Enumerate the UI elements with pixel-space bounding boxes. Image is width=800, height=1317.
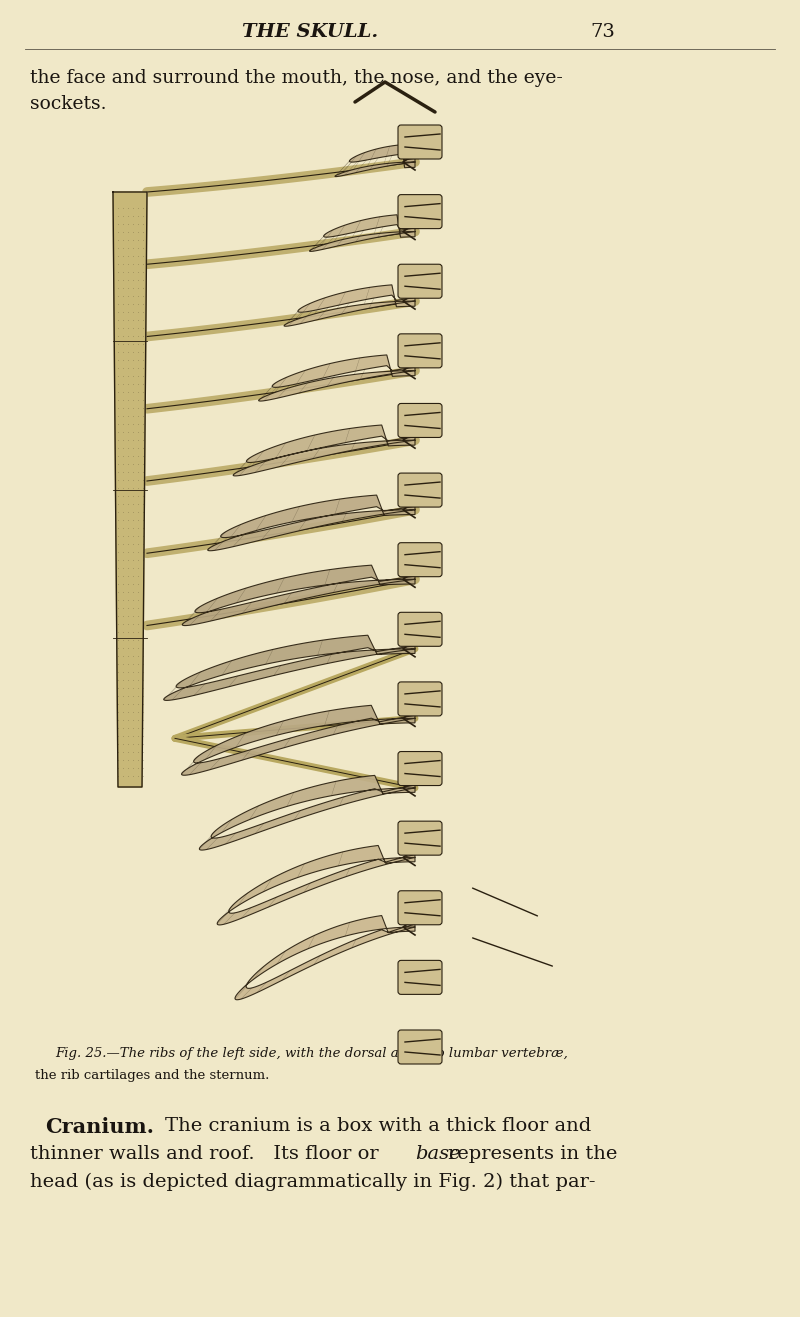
FancyBboxPatch shape [398,960,442,994]
Text: 73: 73 [590,22,615,41]
Polygon shape [199,776,415,849]
Polygon shape [182,706,415,776]
Text: the rib cartilages and the sternum.: the rib cartilages and the sternum. [35,1069,270,1083]
FancyBboxPatch shape [398,1030,442,1064]
Polygon shape [113,192,147,788]
FancyBboxPatch shape [398,333,442,367]
FancyBboxPatch shape [398,473,442,507]
Polygon shape [258,354,415,402]
FancyBboxPatch shape [398,612,442,647]
FancyBboxPatch shape [398,890,442,925]
Polygon shape [164,635,415,701]
FancyBboxPatch shape [398,543,442,577]
Text: Cranium.: Cranium. [45,1117,154,1137]
Text: sockets.: sockets. [30,95,106,113]
Polygon shape [234,425,415,475]
Polygon shape [218,846,415,925]
Text: base: base [415,1144,461,1163]
FancyBboxPatch shape [398,125,442,159]
FancyBboxPatch shape [398,403,442,437]
Text: head (as is depicted diagrammatically in Fig. 2) that par-: head (as is depicted diagrammatically in… [30,1173,595,1192]
FancyBboxPatch shape [398,682,442,716]
Text: represents in the: represents in the [448,1144,618,1163]
Text: The cranium is a box with a thick floor and: The cranium is a box with a thick floor … [165,1117,591,1135]
Polygon shape [235,915,415,1000]
Polygon shape [310,215,415,252]
FancyBboxPatch shape [398,265,442,298]
Polygon shape [208,495,415,551]
Polygon shape [335,145,415,176]
Text: the face and surround the mouth, the nose, and the eye-: the face and surround the mouth, the nos… [30,68,563,87]
FancyBboxPatch shape [398,822,442,855]
FancyBboxPatch shape [398,752,442,785]
Text: thinner walls and roof.   Its floor or: thinner walls and roof. Its floor or [30,1144,385,1163]
Polygon shape [284,284,415,327]
Text: Fig. 25.—The ribs of the left side, with the dorsal and two lumbar vertebræ,: Fig. 25.—The ribs of the left side, with… [55,1047,568,1060]
FancyBboxPatch shape [398,195,442,229]
Text: THE SKULL.: THE SKULL. [242,22,378,41]
Polygon shape [182,565,415,626]
